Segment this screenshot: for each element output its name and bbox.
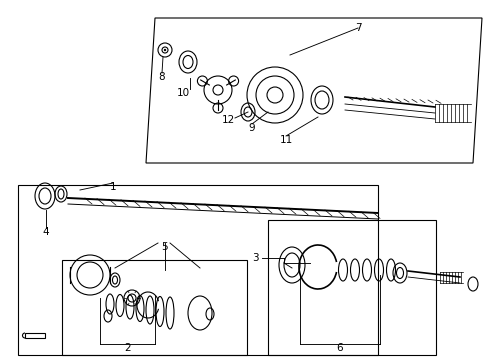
Text: 9: 9 — [248, 123, 255, 133]
Text: 8: 8 — [159, 72, 165, 82]
Text: 10: 10 — [176, 88, 189, 98]
Text: 6: 6 — [336, 343, 343, 353]
Text: 2: 2 — [124, 343, 131, 353]
Bar — [267, 220, 435, 355]
Circle shape — [163, 49, 166, 51]
Text: 1: 1 — [109, 182, 116, 192]
Text: 7: 7 — [354, 23, 361, 33]
Text: 3: 3 — [251, 253, 258, 263]
Text: 5: 5 — [162, 242, 168, 252]
Text: 12: 12 — [221, 115, 234, 125]
Bar — [62, 260, 246, 355]
Text: 11: 11 — [279, 135, 292, 145]
Text: 4: 4 — [42, 227, 49, 237]
Bar — [18, 185, 377, 355]
